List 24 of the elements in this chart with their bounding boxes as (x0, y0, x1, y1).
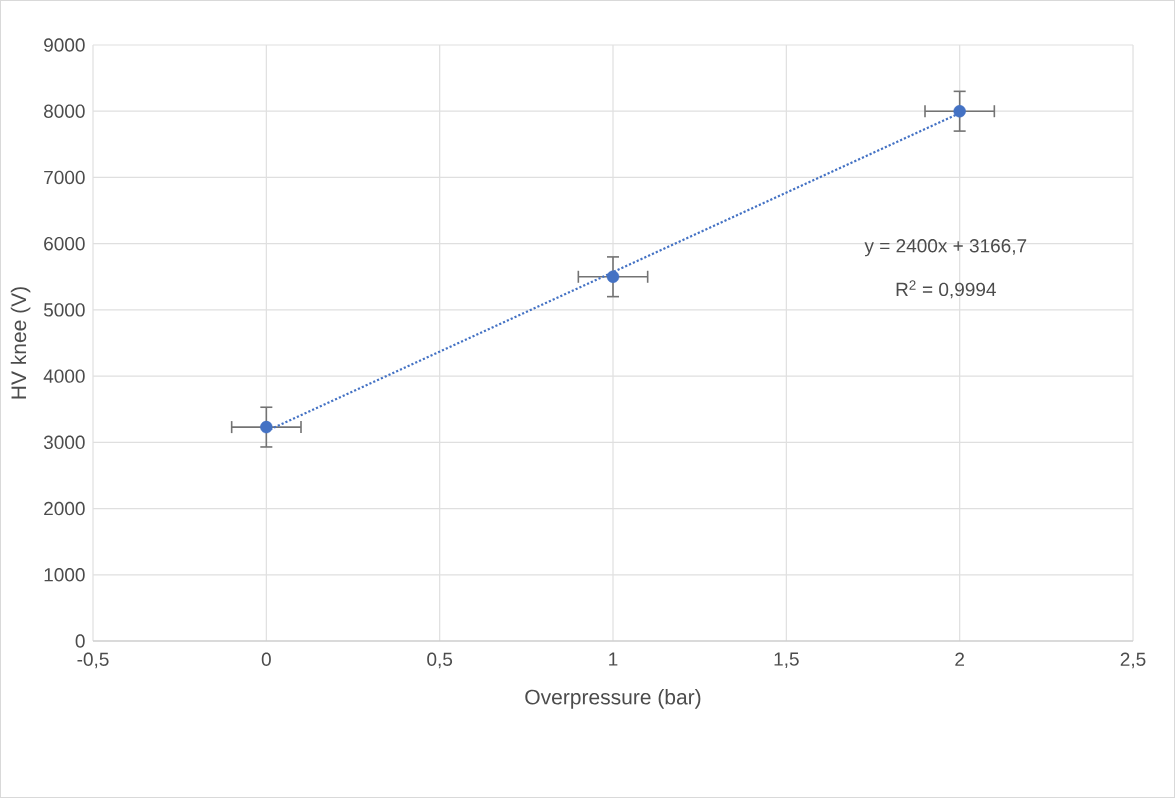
point (606, 270, 620, 283)
annotation: y = 2400x + 3166,7 (864, 239, 1027, 257)
y-tick-label: 8000 (44, 104, 85, 118)
annotation: R$^{2}$ = 0,9994 (896, 280, 996, 299)
y-tick-label: 2000 (44, 501, 85, 516)
y-tick-label: 0 (75, 634, 85, 648)
y-tick-label: 4000 (43, 369, 85, 383)
x-tick-label: 2,5 (1120, 652, 1146, 669)
point (260, 420, 273, 434)
y-tick-label: 7000 (44, 170, 85, 185)
x-tick-label: -0,5 (77, 652, 109, 669)
x-axis-title: Overpressure (bar) (525, 689, 701, 709)
y-tick-label: 6000 (44, 236, 85, 251)
x-tick-label: 1,5 (774, 652, 799, 669)
y-tick-label: 3000 (43, 435, 85, 450)
y-tick-label: 1000 (44, 568, 85, 582)
point (953, 105, 966, 118)
y-tick-label: 9000 (44, 38, 85, 52)
x-tick-label: 2 (955, 652, 964, 666)
y-tick-label: 5000 (43, 303, 85, 317)
x-tick-label: 0,5 (427, 652, 453, 669)
x-tick-label: 0 (261, 652, 271, 666)
y-axis-title: HV knee (V) (10, 287, 31, 399)
x-tick-label: 1 (609, 652, 618, 666)
